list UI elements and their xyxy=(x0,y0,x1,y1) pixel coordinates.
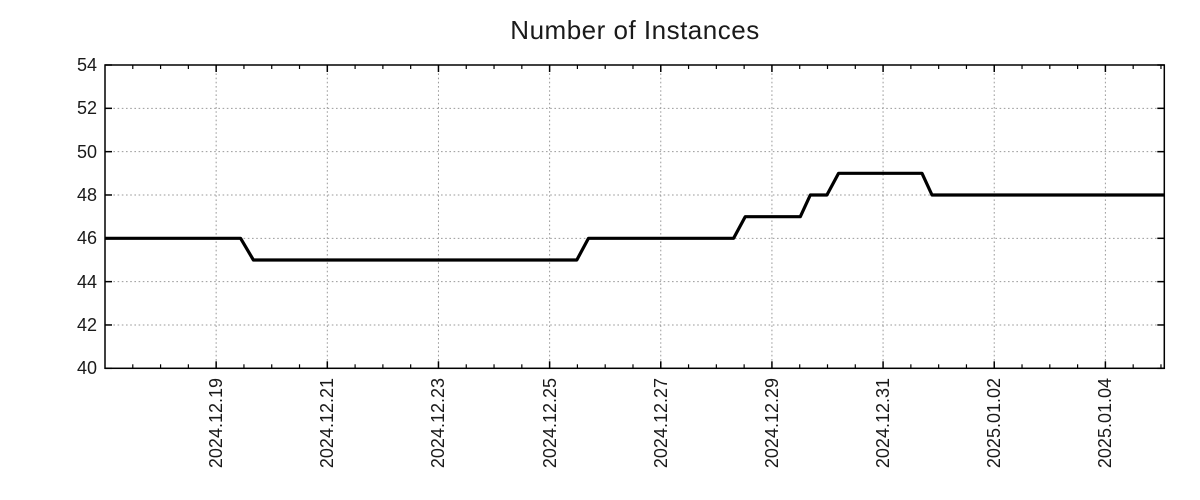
y-tick-label: 48 xyxy=(76,184,97,205)
x-tick-label: 2024.12.19 xyxy=(206,378,227,469)
y-tick-label: 40 xyxy=(76,358,97,379)
x-tick-label: 2025.01.04 xyxy=(1095,378,1116,469)
chart-title: Number of Instances xyxy=(510,15,760,45)
x-tick-label: 2025.01.02 xyxy=(984,378,1005,469)
y-tick-label: 46 xyxy=(76,228,97,249)
data-line-instances xyxy=(105,171,1165,262)
x-tick-label: 2024.12.21 xyxy=(317,378,338,469)
x-tick-label: 2024.12.27 xyxy=(650,378,671,469)
plot-frame xyxy=(104,64,1166,370)
y-tick-label: 52 xyxy=(76,98,97,119)
x-tick-label: 2024.12.25 xyxy=(539,378,560,469)
y-tick-label: 50 xyxy=(76,141,97,162)
x-tick-label: 2024.12.31 xyxy=(873,378,894,469)
y-tick-label: 44 xyxy=(76,271,97,292)
x-tick-label: 2024.12.29 xyxy=(761,378,782,469)
x-tick-label: 2024.12.23 xyxy=(428,378,449,469)
y-tick-label: 42 xyxy=(76,314,97,335)
y-tick-label: 54 xyxy=(76,55,97,75)
